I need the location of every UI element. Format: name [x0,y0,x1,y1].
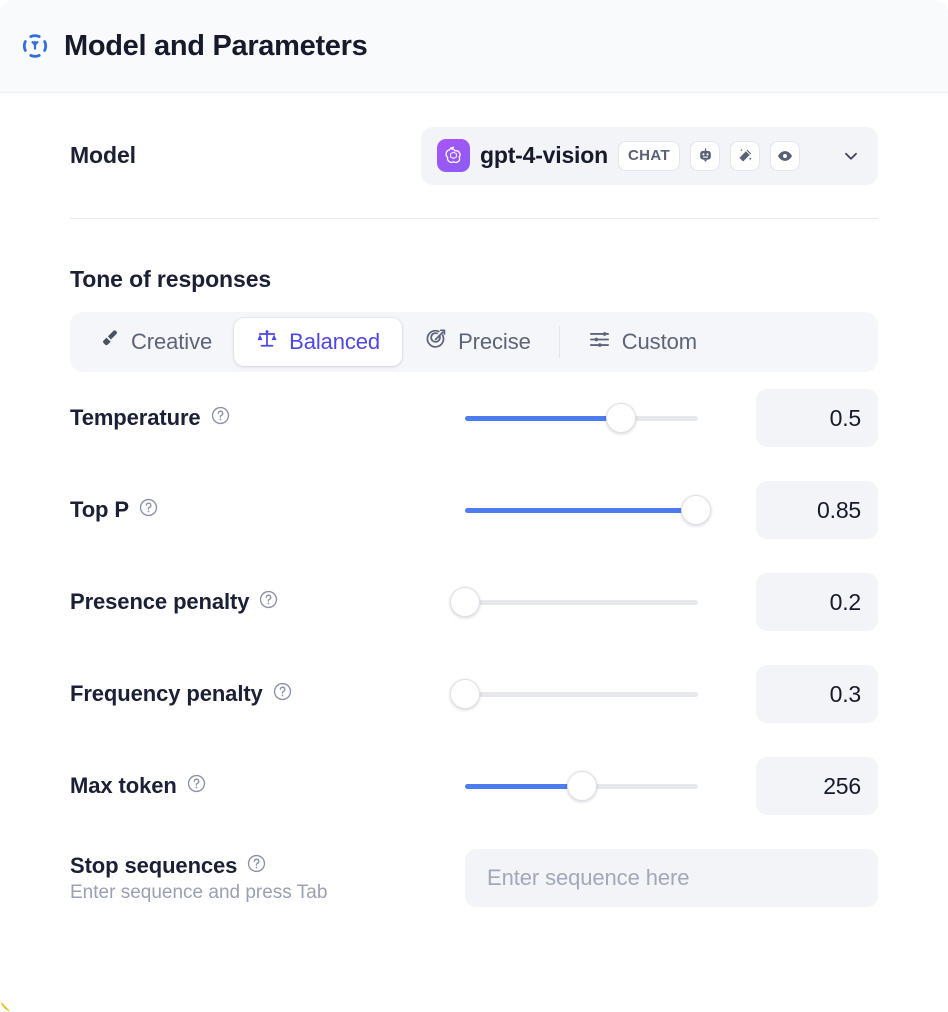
tone-option-creative[interactable]: Creative [76,318,234,366]
help-icon[interactable] [246,853,267,880]
param-label: Max token [70,773,465,800]
param-row-frequency-penalty: Frequency penalty 0.3 [70,648,878,740]
openai-logo-icon [437,139,470,172]
panel-body: Model gpt-4-vision CHAT [0,93,948,924]
presence-penalty-slider[interactable] [450,587,698,617]
param-label-text: Max token [70,773,177,798]
frequency-penalty-value[interactable]: 0.3 [756,665,878,723]
model-name: gpt-4-vision [480,142,608,168]
eye-icon [778,150,793,161]
slider-track [465,692,698,697]
stop-sequences-label: Stop sequences Enter sequence and press … [70,853,465,904]
brush-icon [98,328,120,356]
tone-option-balanced[interactable]: Balanced [234,318,403,366]
tone-toggle-group: Creative Balanced [70,312,878,372]
vision-badge [770,140,801,171]
param-label-text: Top P [70,497,129,522]
param-label: Top P [70,497,465,524]
panel-header: Model and Parameters [0,0,948,93]
slider-thumb[interactable] [450,587,480,617]
tone-option-custom[interactable]: Custom [566,318,719,366]
tone-divider [558,326,560,358]
max-token-value[interactable]: 256 [756,757,878,815]
param-row-max-token: Max token 256 [70,740,878,832]
model-label: Model [70,142,136,168]
model-row: Model gpt-4-vision CHAT [70,93,878,218]
stop-sequences-row: Stop sequences Enter sequence and press … [70,832,878,924]
stop-sequences-label-text: Stop sequences [70,853,238,878]
help-icon[interactable] [258,589,279,616]
tone-option-label: Custom [621,329,697,354]
target-icon [424,328,447,357]
presence-penalty-value[interactable]: 0.2 [756,573,878,631]
help-icon[interactable] [210,405,231,432]
param-row-temperature: Temperature 0.5 [70,372,878,464]
scales-icon [256,328,278,356]
stop-sequences-input[interactable]: Enter sequence here [465,849,878,907]
param-row-top-p: Top P 0.85 [70,464,878,556]
section-divider [70,218,878,219]
page-title: Model and Parameters [64,29,368,62]
slider-thumb[interactable] [606,403,637,433]
help-icon[interactable] [186,773,207,800]
corner-accent-marker [0,1001,11,1012]
param-label: Frequency penalty [70,681,465,708]
robot-icon [699,148,711,162]
param-label: Presence penalty [70,589,465,616]
temperature-slider[interactable] [465,403,698,433]
slider-thumb[interactable] [450,679,480,709]
frequency-penalty-slider[interactable] [450,679,698,709]
param-label-text: Presence penalty [70,589,250,614]
model-selector[interactable]: gpt-4-vision CHAT [421,126,878,185]
model-node-icon [20,31,50,61]
help-icon[interactable] [272,681,293,708]
slider-thumb[interactable] [680,495,711,525]
top-p-value[interactable]: 0.85 [756,481,878,539]
help-icon[interactable] [138,497,159,524]
slider-fill [465,416,622,421]
param-label-text: Frequency penalty [70,681,263,706]
param-label: Temperature [70,405,465,432]
tone-heading: Tone of responses [70,266,272,292]
magic-wand-icon [739,148,752,162]
robot-badge [690,140,721,171]
tone-option-label: Precise [458,329,531,354]
tone-option-label: Creative [131,329,213,354]
slider-fill [465,784,582,789]
slider-fill [465,508,696,513]
param-label-text: Temperature [70,405,201,430]
slider-thumb[interactable] [566,771,597,801]
stop-sequences-hint: Enter sequence and press Tab [70,881,328,903]
chevron-down-icon[interactable] [838,143,864,169]
top-p-slider[interactable] [465,495,711,525]
chat-badge: CHAT [617,140,681,171]
sliders-icon [588,328,611,357]
temperature-value[interactable]: 0.5 [756,389,878,447]
tone-option-label: Balanced [289,329,381,354]
tone-option-precise[interactable]: Precise [402,318,553,366]
magic-wand-badge [730,140,761,171]
max-token-slider[interactable] [465,771,698,801]
slider-track [465,600,698,605]
param-row-presence-penalty: Presence penalty 0.2 [70,556,878,648]
